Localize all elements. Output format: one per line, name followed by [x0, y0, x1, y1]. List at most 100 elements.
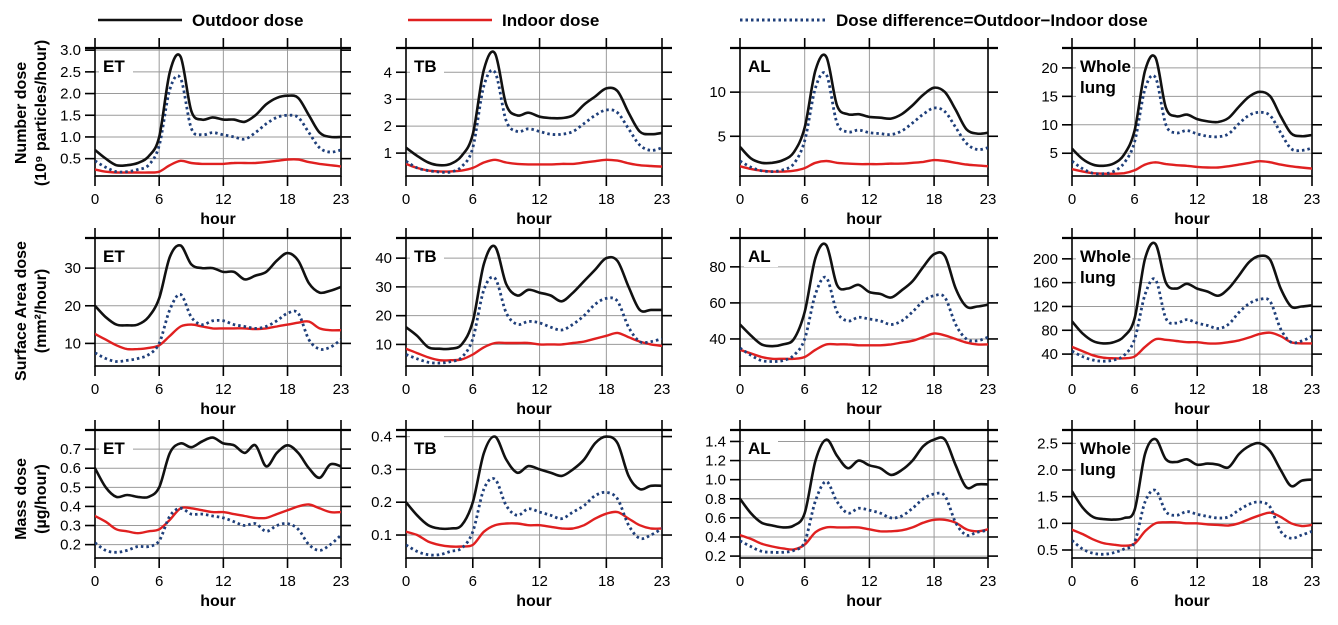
series-lines [406, 244, 662, 365]
x-tick-label: 0 [736, 381, 744, 398]
series-lines [1072, 54, 1312, 176]
panel-title: AL [748, 57, 771, 76]
y-tick-label: 80 [709, 259, 726, 276]
series-line-indoor [1072, 159, 1312, 175]
y-tick-label: 1.2 [705, 453, 726, 470]
series-line-difference [406, 275, 662, 365]
y-tick-label: 0.4 [60, 498, 81, 515]
x-axis-label: hour [516, 593, 552, 610]
series-line-difference [1072, 488, 1312, 556]
y-tick-label: 40 [1041, 346, 1058, 363]
panel-title-bg [744, 53, 778, 77]
y-tick-label: 10 [1041, 117, 1058, 134]
row-label-mass: Mass dose (µg/hour) [13, 458, 50, 540]
legend: Outdoor dose Indoor dose Dose difference… [98, 11, 1148, 30]
x-tick-label: 6 [469, 191, 477, 208]
panel-title: lung [1080, 268, 1116, 287]
x-tick-label: 6 [801, 191, 809, 208]
x-tick-label: 18 [598, 381, 615, 398]
row-label-surface: Surface Area dose (mm²/hour) [13, 241, 50, 381]
y-tick-label: 30 [64, 260, 81, 277]
y-tick-label: 0.5 [60, 479, 81, 496]
x-tick-label: 18 [279, 381, 296, 398]
y-tick-label: 160 [1033, 275, 1058, 292]
y-tick-label: 15 [1041, 88, 1058, 105]
chart-panel-9: 0 6 12 18 23 0.2 0.3 0.4 0.5 0.6 0.7 hour ET [60, 420, 351, 610]
y-tick-label: 10 [64, 335, 81, 352]
x-tick-label: 18 [1251, 573, 1268, 590]
panel-title-bg [410, 435, 444, 459]
panel-title: ET [103, 57, 125, 76]
x-tick-label: 23 [333, 191, 350, 208]
series-line-difference [1072, 73, 1312, 176]
x-axis-label: hour [516, 211, 552, 228]
x-tick-label: 23 [333, 573, 350, 590]
x-tick-label: 23 [654, 381, 671, 398]
legend-label-indoor: Indoor dose [502, 11, 599, 30]
chart-panel-6: 0 6 12 18 23 10 20 30 40 hour TB [375, 228, 672, 418]
series-line-outdoor [406, 50, 662, 167]
panel-title: AL [748, 439, 771, 458]
x-axis-label: hour [200, 211, 236, 228]
y-tick-label: 2.0 [60, 86, 81, 103]
y-tick-label: 1.4 [705, 433, 726, 450]
x-tick-label: 18 [926, 381, 943, 398]
x-tick-label: 6 [469, 573, 477, 590]
series-line-outdoor [740, 53, 988, 165]
x-tick-label: 18 [926, 191, 943, 208]
x-tick-label: 12 [1189, 381, 1206, 398]
series-line-indoor [1072, 511, 1312, 547]
y-tick-label: 200 [1033, 251, 1058, 268]
y-tick-label: 0.6 [60, 460, 81, 477]
row-label-number-line1: Number dose [13, 62, 30, 164]
x-tick-label: 0 [402, 191, 410, 208]
x-tick-label: 0 [736, 573, 744, 590]
y-tick-label: 0.3 [60, 518, 81, 535]
series-lines [406, 50, 662, 174]
y-tick-label: 20 [375, 308, 392, 325]
panel-title-bg [1076, 243, 1132, 289]
series-line-indoor [1072, 331, 1312, 360]
panel-title: TB [414, 439, 437, 458]
panel-title: TB [414, 57, 437, 76]
series-lines [1072, 241, 1312, 363]
y-tick-label: 0.2 [371, 494, 392, 511]
y-tick-label: 60 [709, 295, 726, 312]
x-tick-label: 12 [531, 573, 548, 590]
y-tick-label: 10 [709, 84, 726, 101]
chart-panel-11: 0 6 12 18 23 0.2 0.4 0.6 0.8 1.0 1.2 1.4 hour AL [705, 420, 998, 610]
panel-title: Whole [1080, 57, 1131, 76]
y-tick-label: 0.4 [371, 429, 392, 446]
series-line-difference [406, 476, 662, 557]
series-lines [740, 436, 988, 554]
panel-title-bg [99, 53, 133, 77]
y-tick-label: 4 [384, 64, 392, 81]
series-line-indoor [740, 158, 988, 173]
x-axis-label: hour [1174, 593, 1210, 610]
series-line-indoor [406, 331, 662, 362]
x-tick-label: 0 [1068, 381, 1076, 398]
x-tick-label: 0 [736, 191, 744, 208]
x-tick-label: 18 [598, 573, 615, 590]
row-label-surface-line1: Surface Area dose [13, 241, 30, 381]
series-line-difference [95, 293, 341, 363]
y-tick-label: 1.0 [705, 472, 726, 489]
series-line-indoor [95, 158, 341, 174]
x-axis-label: hour [846, 401, 882, 418]
panel-title: Whole [1080, 247, 1131, 266]
y-tick-label: 0.1 [371, 527, 392, 544]
y-tick-label: 40 [375, 250, 392, 267]
series-line-outdoor [740, 436, 988, 529]
panel-title-bg [1076, 53, 1132, 99]
x-tick-label: 18 [1251, 191, 1268, 208]
x-tick-label: 0 [91, 381, 99, 398]
x-tick-label: 6 [155, 191, 163, 208]
series-lines [95, 436, 341, 554]
panel-title: AL [748, 247, 771, 266]
series-line-difference [1072, 277, 1312, 363]
chart-panel-1: 0 6 12 18 23 0.5 1.0 1.5 2.0 2.5 3.0 hour ET [60, 38, 351, 228]
y-tick-label: 0.4 [705, 529, 726, 546]
x-tick-label: 18 [926, 573, 943, 590]
series-line-outdoor [740, 242, 988, 348]
